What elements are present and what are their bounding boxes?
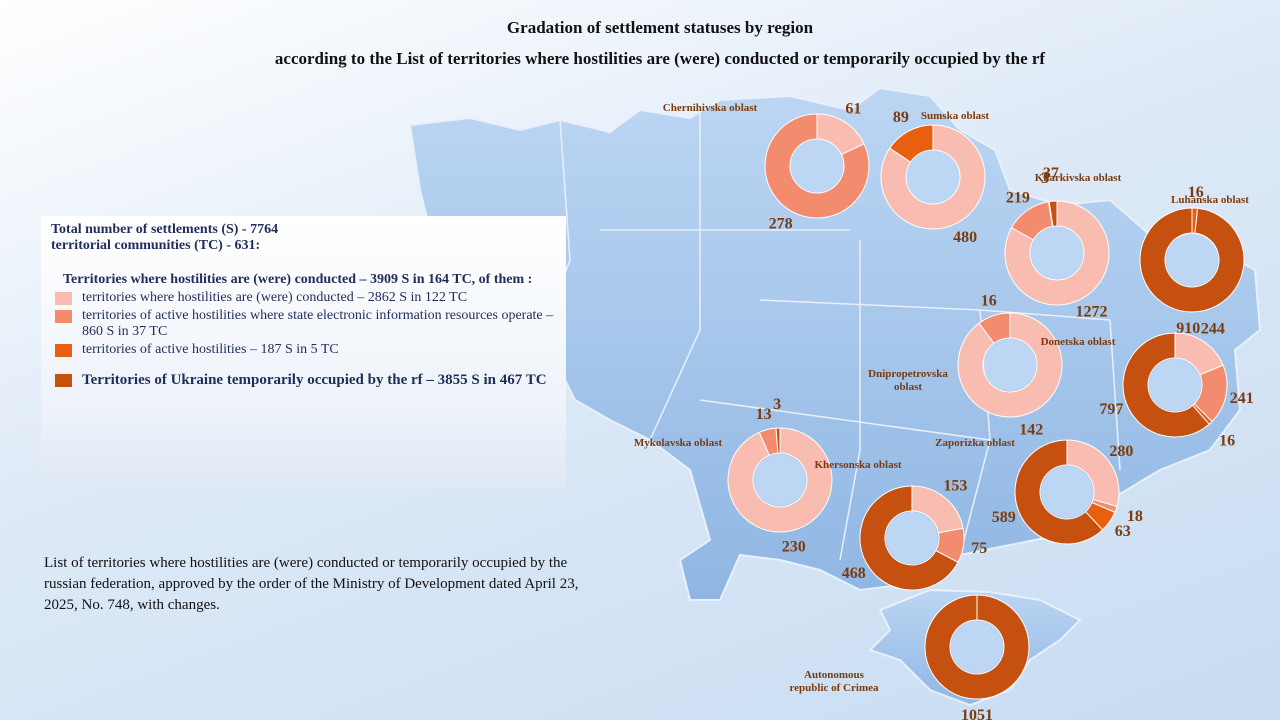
region-label: Dnipropetrovska oblast	[868, 368, 948, 393]
region-label: Sumska oblast	[920, 110, 990, 122]
value-label: 142	[1019, 422, 1043, 439]
value-label: 219	[1006, 189, 1030, 206]
legend-swatch	[55, 310, 72, 323]
value-label: 910	[1176, 320, 1200, 337]
legend-swatch	[55, 374, 72, 387]
legend: territories where hostilities are (were)…	[51, 290, 556, 389]
donut-segment	[924, 594, 1030, 700]
value-label: 244	[1201, 321, 1225, 338]
donut-hole	[754, 454, 806, 506]
donut-segment	[889, 124, 934, 163]
value-label: 589	[992, 509, 1016, 526]
legend-item: territories of active hostilities – 187 …	[51, 342, 556, 358]
donut-hole	[791, 140, 843, 192]
legend-swatch	[55, 344, 72, 357]
donut-hole	[907, 151, 959, 203]
legend-swatch	[55, 292, 72, 305]
value-label: 61	[845, 101, 861, 118]
donut-segment	[1139, 207, 1245, 313]
total: Total number of settlements (S) - 7764	[51, 222, 279, 237]
region-label: Autonomous republic of Crimea	[789, 669, 879, 694]
donut-hole	[984, 339, 1036, 391]
region-label: Kharkivska oblast	[1034, 172, 1122, 184]
value-label: 480	[953, 229, 977, 246]
hostilities: Territories where hostilities are (were)…	[63, 272, 533, 287]
value-label: 797	[1099, 401, 1123, 418]
value-label: 278	[769, 215, 793, 232]
region-label: Zaporizka oblast	[935, 437, 1015, 449]
donut: 61 278	[764, 101, 870, 232]
title: Gradation of settlement statuses by regi…	[506, 18, 814, 37]
subtitle: according to the List of territories whe…	[274, 49, 1046, 68]
donut-segment	[1014, 439, 1104, 545]
value-label: 89	[893, 109, 909, 126]
legend-label: Territories of Ukraine temporarily occup…	[82, 372, 547, 388]
legend-item: territories where hostilities are (were)…	[51, 290, 556, 306]
donut-segment	[1004, 200, 1110, 306]
donut-hole	[951, 621, 1003, 673]
donut-segment	[1066, 439, 1120, 508]
donut-hole	[1149, 359, 1201, 411]
donut-segment	[775, 427, 781, 454]
legend-item: territories of active hostilities where …	[51, 308, 556, 340]
donut-hole	[1031, 227, 1083, 279]
value-label: 16	[1219, 432, 1235, 449]
region-label: Mykolavska oblast	[633, 437, 723, 449]
donut-hole	[1166, 234, 1218, 286]
value-label: 468	[842, 565, 866, 582]
legend-label: territories where hostilities are (were)…	[82, 290, 468, 305]
value-label: 18	[1127, 508, 1143, 525]
communities: territorial communities (TC) - 631:	[51, 238, 261, 253]
donut-segment	[880, 124, 986, 230]
donut: 244 241 16 797	[1099, 321, 1253, 450]
donut-segment	[1048, 200, 1058, 227]
donut: 1051	[924, 594, 1030, 720]
value-label: 280	[1109, 443, 1133, 460]
donut-segment	[859, 485, 959, 591]
legend-label: territories of active hostilities where …	[82, 308, 554, 339]
value-label: 3	[1041, 170, 1049, 187]
donut: 153 75 468	[842, 478, 987, 591]
value-label: 230	[782, 539, 806, 556]
note: List of territories where hostilities ar…	[44, 555, 579, 613]
donut: 1272 219 337	[1004, 165, 1110, 321]
value-label: 1051	[961, 707, 993, 720]
region-label: Khersonska oblast	[814, 459, 902, 471]
value-label: 13	[756, 406, 772, 423]
value-label: 16	[981, 292, 997, 309]
value-label: 63	[1115, 523, 1131, 540]
value-label: 153	[943, 478, 967, 495]
donut: 142 16	[957, 292, 1063, 439]
info-box: Total number of settlements (S) - 7764 t…	[41, 216, 566, 488]
value-label: 3	[773, 396, 781, 413]
donut: 480 89	[880, 109, 986, 246]
donut: 230 133	[727, 396, 833, 556]
value-label: 1272	[1075, 304, 1107, 321]
donut-segment	[727, 427, 833, 533]
value-label: 241	[1230, 390, 1254, 407]
donut-segment	[764, 113, 870, 219]
region-label: Donetska oblast	[1040, 336, 1116, 348]
region-label: Luhanska oblast	[1171, 194, 1249, 206]
legend-item: Territories of Ukraine temporarily occup…	[51, 372, 556, 389]
donut-hole	[1041, 466, 1093, 518]
donut-segment	[978, 312, 1011, 344]
legend-label: territories of active hostilities – 187 …	[82, 342, 339, 357]
value-label: 37	[1043, 165, 1059, 182]
donut-segment	[1122, 332, 1210, 438]
value-label: 16	[1188, 184, 1204, 201]
donut-hole	[886, 512, 938, 564]
donut: 16 910	[1139, 184, 1245, 337]
value-label: 75	[971, 540, 987, 557]
region-label: Chernihivska oblast	[662, 102, 758, 114]
donut-segment	[957, 312, 1063, 418]
